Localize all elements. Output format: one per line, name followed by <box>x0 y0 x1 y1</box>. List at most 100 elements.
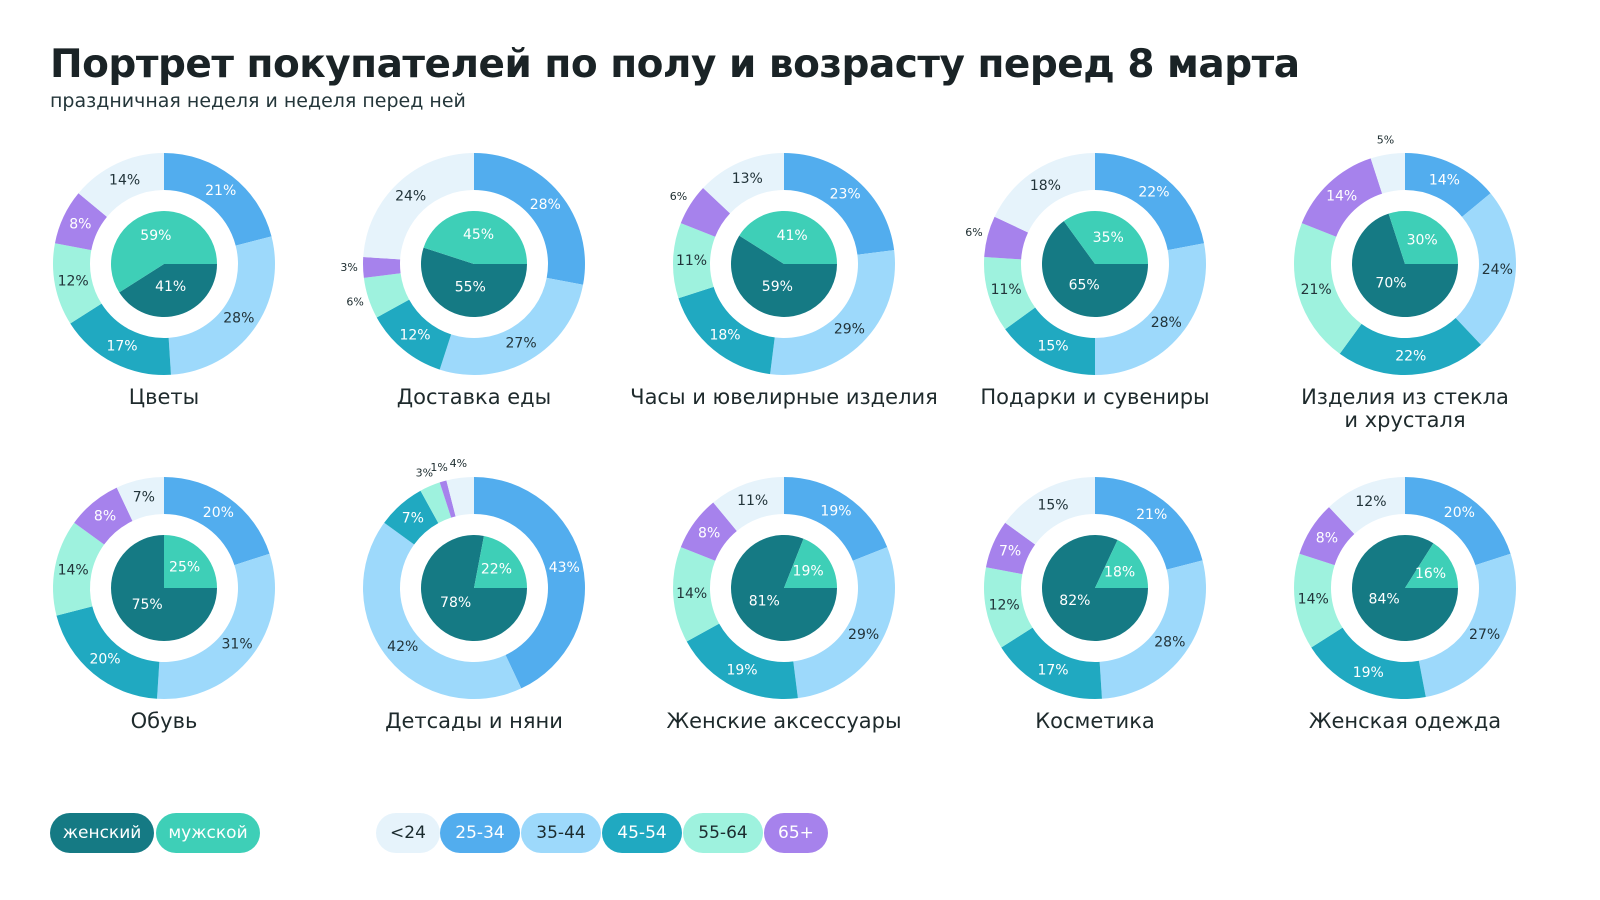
age-segment <box>1455 193 1516 345</box>
age-segment <box>376 299 452 370</box>
age-label: 20% <box>1444 505 1475 521</box>
age-segment <box>74 487 133 545</box>
age-segment <box>164 477 270 566</box>
chart-caption: Доставка еды <box>396 385 552 409</box>
donut-chart: 21% 28% 17% 12% 7% 15% 82% 18% Косметика <box>935 476 1255 733</box>
age-label: 12% <box>58 273 89 289</box>
age-label: 28% <box>1154 634 1185 650</box>
age-label: 19% <box>820 503 851 519</box>
chart-caption: Детсады и няни <box>385 709 563 733</box>
female-label: 78% <box>440 595 471 611</box>
legend-age-label: 45-54 <box>617 823 667 843</box>
age-segment <box>994 153 1095 233</box>
age-label: 29% <box>834 321 865 337</box>
age-label: 11% <box>991 282 1022 298</box>
age-label: 14% <box>1429 172 1460 188</box>
age-label: 24% <box>395 189 426 205</box>
page-title: Портрет покупателей по полу и возрасту п… <box>50 42 1300 87</box>
chart-caption: Цветы <box>128 385 200 409</box>
age-segment <box>439 277 584 375</box>
female-label: 75% <box>132 597 163 613</box>
age-segment <box>164 153 272 246</box>
female-label: 65% <box>1069 277 1100 293</box>
age-label: 27% <box>1469 627 1500 643</box>
legend-age-label: 65+ <box>778 823 814 843</box>
age-segment <box>713 477 784 531</box>
age-label: 1% <box>430 461 447 474</box>
female-slice <box>731 235 837 317</box>
age-segment <box>384 490 439 545</box>
age-label: 22% <box>1138 185 1169 201</box>
age-segment <box>1370 153 1405 194</box>
age-segment <box>1405 477 1511 566</box>
donut-svg: 22% 28% 15% 11% 6% 18% 65% 35% <box>965 153 1206 375</box>
age-label: 21% <box>1301 282 1332 298</box>
age-segment <box>1099 560 1206 699</box>
male-slice <box>474 535 527 588</box>
male-slice <box>423 211 527 264</box>
age-label: 8% <box>69 217 91 233</box>
age-segment <box>1299 507 1355 566</box>
age-segment <box>168 236 275 375</box>
age-label: 23% <box>830 187 861 203</box>
donut-svg: 21% 28% 17% 12% 8% 14% 41% 59% <box>53 153 275 375</box>
age-segment <box>54 193 107 251</box>
chart-caption: Подарки и сувениры <box>980 385 1210 409</box>
donut-chart: 21% 28% 17% 12% 8% 14% 41% 59% Цветы <box>4 152 324 409</box>
legend-age-label: 25-34 <box>455 823 505 843</box>
age-label: 15% <box>1037 498 1068 514</box>
age-segment <box>1294 553 1343 648</box>
male-slice <box>1063 211 1148 264</box>
page-subtitle: праздничная неделя и неделя перед ней <box>50 90 466 112</box>
age-segment <box>703 153 784 214</box>
male-slice <box>739 211 837 264</box>
age-label: 8% <box>698 526 720 542</box>
male-label: 45% <box>463 227 494 243</box>
age-segment <box>1405 153 1491 217</box>
age-label: 20% <box>89 651 120 667</box>
age-segment <box>78 153 164 217</box>
donut-chart: 43% 42% 7% 3% 1% 4% 78% 22% Детсады и няни <box>314 457 634 733</box>
male-slice <box>784 538 837 588</box>
age-label: 29% <box>848 627 879 643</box>
age-label: 11% <box>737 493 768 509</box>
age-segment <box>439 480 456 518</box>
male-label: 30% <box>1407 232 1438 248</box>
age-label: 42% <box>387 639 418 655</box>
age-label: 14% <box>676 586 707 602</box>
age-label: 5% <box>1377 134 1394 147</box>
female-label: 55% <box>455 280 486 296</box>
age-label: 4% <box>450 457 467 470</box>
legend-female: женский <box>50 813 154 853</box>
male-slice <box>1095 540 1148 588</box>
age-segment <box>70 303 171 375</box>
donut-svg: 21% 28% 17% 12% 7% 15% 82% 18% <box>984 477 1206 699</box>
male-label: 25% <box>169 559 200 575</box>
legend-male: мужской <box>156 813 260 853</box>
age-segment <box>474 153 585 285</box>
age-label: 8% <box>94 509 116 525</box>
age-segment <box>1005 477 1095 545</box>
age-label: 12% <box>399 327 430 343</box>
age-segment <box>116 477 164 522</box>
age-label: 14% <box>1298 592 1329 608</box>
age-segment <box>1095 153 1205 251</box>
age-label: 22% <box>1395 348 1426 364</box>
donut-chart: 20% 31% 20% 14% 8% 7% 75% 25% Обувь <box>4 476 324 733</box>
age-label: 8% <box>1316 530 1338 546</box>
legend-age-label: 55-64 <box>698 823 748 843</box>
female-label: 59% <box>762 279 793 295</box>
age-segment <box>56 606 160 699</box>
age-segment <box>1418 553 1516 698</box>
donut-svg: 20% 31% 20% 14% 8% 7% 75% 25% <box>53 477 275 699</box>
donut-svg: 23% 29% 18% 11% 6% 13% 59% 41% <box>670 153 895 375</box>
age-label: 18% <box>1030 178 1061 194</box>
age-segment <box>984 216 1029 260</box>
donut-svg: 28% 27% 12% 6% 3% 24% 55% 45% <box>340 153 585 375</box>
legend-age-under24: <24 <box>376 813 440 853</box>
donut-svg: 20% 27% 19% 14% 8% 12% 84% 16% <box>1294 477 1516 699</box>
age-segment <box>784 477 888 561</box>
donut-chart: 23% 29% 18% 11% 6% 13% 59% 41% Часы и ювелирные … <box>624 152 944 409</box>
age-segment <box>420 482 452 524</box>
